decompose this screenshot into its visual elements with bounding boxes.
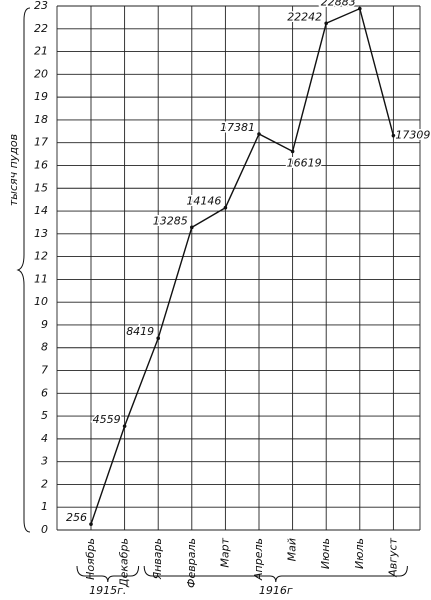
value-label: 13285 [153, 214, 188, 227]
value-label: 256 [66, 511, 87, 524]
data-point [122, 424, 127, 428]
value-label: 16619 [287, 156, 322, 169]
value-label: 17381 [220, 121, 255, 134]
year-label: 1915г. [89, 584, 126, 597]
y-tick-label: 2 [41, 477, 48, 490]
data-point [324, 21, 329, 26]
y-tick-label: 21 [34, 45, 48, 58]
x-tick-label: Август [386, 537, 399, 577]
value-label: 14146 [186, 195, 221, 208]
x-tick-label: Ноябрь [84, 538, 97, 580]
x-tick-label: Апрель [252, 538, 265, 581]
data-point [156, 336, 160, 340]
value-label: 22883 [321, 0, 356, 9]
y-tick-label: 7 [41, 364, 48, 377]
y-tick-label: 12 [34, 250, 48, 263]
y-tick-label: 8 [41, 341, 48, 354]
value-label: 4559 [93, 413, 121, 426]
year-label: 1916г [259, 584, 293, 597]
data-point [190, 225, 194, 230]
y-tick-label: 0 [41, 523, 48, 536]
y-tick-label: 11 [34, 272, 48, 285]
y-tick-label: 4 [41, 432, 48, 445]
y-tick-label: 20 [34, 67, 48, 80]
y-tick-label: 16 [34, 158, 48, 171]
data-line [90, 7, 395, 525]
y-axis-label: тысяч пудов [7, 134, 20, 206]
y-tick-label: 22 [34, 22, 48, 35]
y-tick-label: 14 [34, 204, 48, 217]
y-tick-label: 13 [34, 227, 48, 240]
y-tick-label: 17 [34, 136, 48, 149]
y-tick-label: 23 [34, 0, 48, 12]
y-tick-label: 1 [41, 500, 48, 513]
y-tick-label: 15 [34, 181, 48, 194]
x-tick-label: Февраль [185, 538, 198, 588]
year-bracket [76, 565, 140, 583]
x-tick-label: Январь [151, 538, 164, 581]
data-point [257, 132, 261, 136]
x-tick-label: Март [218, 537, 231, 567]
y-tick-label: 6 [41, 386, 48, 399]
x-tick-label: Май [286, 538, 299, 561]
y-tick-label: 9 [41, 318, 48, 331]
x-tick-label: Июнь [319, 538, 332, 569]
y-tick-label: 19 [34, 90, 48, 103]
y-tick-label: 3 [41, 455, 48, 468]
x-tick-label: Июль [353, 538, 366, 569]
year-bracket [143, 565, 408, 583]
value-label: 17309 [395, 129, 430, 142]
x-tick-label: Декабрь [118, 538, 131, 588]
y-tick-label: 5 [41, 409, 48, 422]
axis-brace [16, 7, 31, 533]
data-point [89, 522, 93, 526]
data-point [290, 149, 295, 154]
data-point [391, 133, 396, 138]
data-point [223, 205, 228, 210]
data-point [358, 6, 362, 11]
y-tick-label: 10 [34, 295, 48, 308]
value-label: 8419 [126, 325, 154, 338]
value-label: 22242 [287, 10, 322, 23]
y-tick-label: 18 [34, 113, 48, 126]
